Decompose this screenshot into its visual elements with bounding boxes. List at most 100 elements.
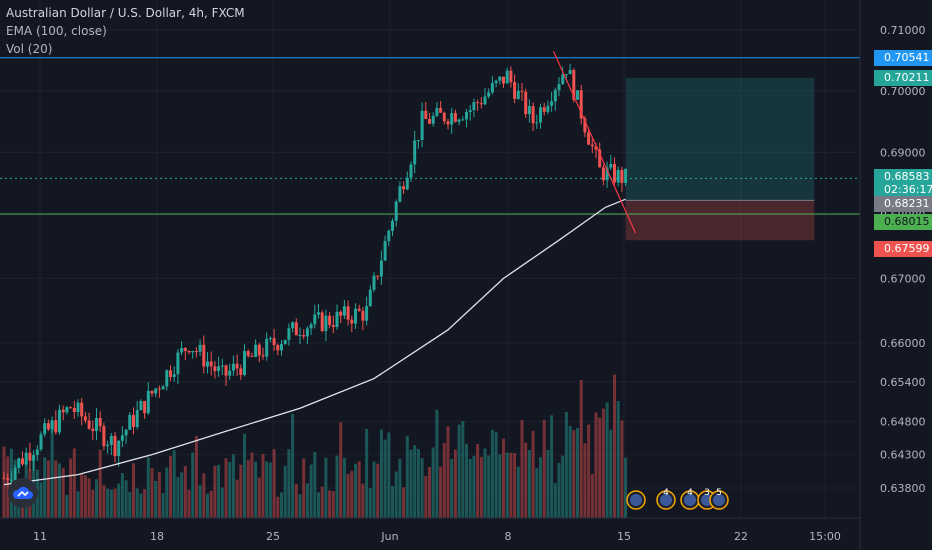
candle-body (409, 164, 413, 178)
tag-countdown[interactable]: 02:36:17 (874, 181, 932, 198)
volume-bar (95, 479, 98, 518)
volume-bar (350, 470, 354, 518)
target-zone (625, 77, 815, 201)
volume-bar (80, 474, 84, 518)
x-tick-label: 8 (505, 530, 512, 543)
candle-body (450, 113, 454, 125)
tag-last-price[interactable]: 0.68583 (874, 169, 932, 186)
candle-body (405, 177, 409, 190)
event-count: 4 (687, 488, 693, 498)
tag-blue-level[interactable]: 0.70541 (874, 49, 932, 66)
volume-bar (376, 463, 380, 518)
candle-body (609, 164, 613, 168)
event-count: 3 (704, 488, 710, 498)
volume-bar (246, 460, 250, 518)
volume-bar (220, 487, 224, 518)
volume-bar (576, 427, 579, 518)
volume-bar (368, 488, 372, 518)
volume-bar (587, 424, 591, 518)
volume-bar (402, 487, 406, 518)
candle-body (95, 417, 98, 432)
volume-bar (472, 455, 476, 518)
candle-body (172, 374, 176, 377)
volume-bar (339, 422, 343, 518)
ema-legend[interactable]: EMA (100, close) (6, 24, 107, 38)
candle-body (2, 477, 6, 479)
volume-bar (450, 458, 454, 518)
volume-bar (161, 493, 165, 518)
candle-body (505, 70, 509, 84)
candle-body (32, 455, 36, 461)
candle-body (98, 417, 102, 427)
candle-body (387, 230, 391, 242)
x-tick-label: Jun (380, 530, 398, 543)
candle-body (346, 306, 350, 320)
candle-body (109, 435, 113, 445)
trendline[interactable] (552, 50, 637, 234)
volume-bar (416, 449, 420, 518)
volume-bar (239, 464, 243, 518)
volume-bar (50, 421, 54, 518)
volume-bar (180, 472, 184, 518)
volume-bar (431, 447, 435, 518)
volume-bar (613, 374, 616, 518)
volume-bar (320, 486, 324, 518)
candle-body (383, 241, 387, 261)
tag-green-level[interactable]: 0.68015 (874, 213, 932, 230)
volume-bar (54, 460, 58, 518)
candle-body (605, 167, 609, 181)
candle-body (291, 322, 295, 329)
volume-legend[interactable]: Vol (20) (6, 42, 53, 56)
volume-bar (261, 454, 265, 518)
candle-body (598, 149, 602, 168)
candle-body (453, 113, 457, 122)
x-tick-label: 25 (266, 530, 280, 543)
candle-body (550, 101, 554, 106)
horizontal-levels[interactable] (0, 57, 860, 215)
volume-bar (553, 483, 557, 518)
candle-body (361, 310, 365, 321)
tag-take-profit[interactable]: 0.70211 (874, 69, 932, 86)
candle-body (553, 90, 557, 102)
tag-stop[interactable]: 0.67599 (874, 241, 932, 258)
y-tick-label: 0.66000 (880, 337, 926, 350)
flag-icon (630, 494, 642, 506)
volume-bar (69, 458, 73, 518)
event-count: 4 (663, 488, 669, 498)
tradingview-logo[interactable] (8, 478, 38, 508)
candle-body (220, 365, 224, 367)
volume-bar (531, 430, 535, 518)
candle-body (583, 118, 587, 133)
volume-bar (616, 400, 620, 518)
candle-body (283, 339, 287, 345)
volume-bar (598, 417, 602, 518)
volume-bar (590, 474, 594, 518)
candle-body (24, 452, 28, 465)
volume-bar (609, 429, 613, 518)
volume-bars (2, 374, 628, 518)
candle-body (357, 308, 361, 311)
volume-bar (568, 425, 572, 518)
long-position-tool[interactable] (625, 77, 815, 241)
volume-bar (198, 484, 202, 518)
candle-body (165, 370, 169, 387)
candle-body (39, 434, 43, 450)
candle-body (305, 328, 309, 337)
candle-body (257, 344, 261, 356)
tag-entry[interactable]: 0.68231 (874, 196, 932, 213)
volume-bar (394, 471, 398, 518)
volume-bar (157, 471, 161, 518)
x-tick-label: 11 (33, 530, 47, 543)
symbol-title[interactable]: Australian Dollar / U.S. Dollar, 4h, FXC… (6, 6, 245, 20)
volume-bar (594, 412, 598, 518)
event-marker: 5 (709, 488, 729, 510)
volume-bar (113, 488, 117, 518)
volume-bar (268, 462, 272, 518)
candle-body (509, 70, 513, 83)
tradingview-cloud-icon (12, 486, 33, 499)
volume-bar (428, 467, 431, 518)
candle-body (261, 355, 265, 357)
